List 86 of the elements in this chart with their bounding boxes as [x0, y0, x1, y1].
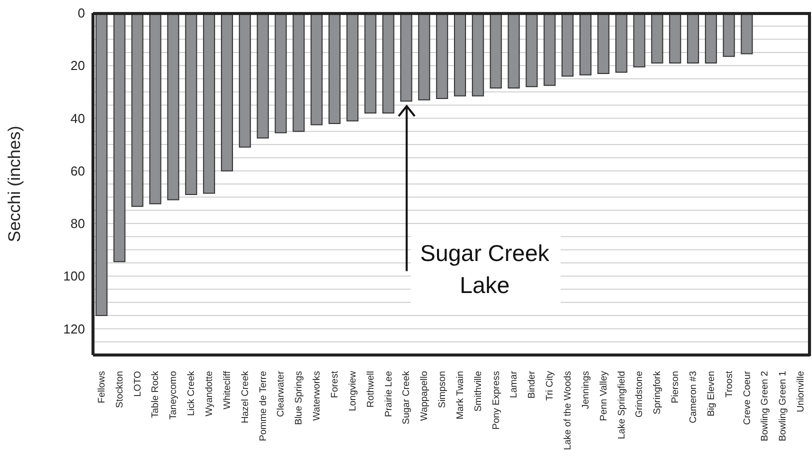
y-tick-label: 60 [70, 163, 85, 178]
x-tick-label: Prairie Lee [383, 371, 394, 417]
bar [292, 13, 305, 132]
x-tick-label: Creve Coeur [742, 371, 753, 425]
x-tick-label: Blue Springs [294, 370, 305, 425]
bar [346, 13, 358, 122]
x-tick-label: LOTO [132, 371, 144, 397]
bar [740, 13, 753, 54]
bar [203, 13, 216, 194]
y-axis-title: Secchi (inches) [5, 126, 24, 242]
x-tick-label: Smithville [472, 371, 484, 412]
y-tick-label: 120 [63, 321, 85, 336]
x-tick-label: Whitecliff [222, 370, 233, 410]
x-tick-label: Mark Twain [454, 371, 466, 420]
bar [544, 13, 556, 86]
x-tick-label: Forest [329, 370, 340, 398]
bar [310, 13, 323, 126]
bar [722, 13, 735, 57]
bar [615, 13, 628, 73]
bar [687, 13, 700, 64]
y-tick-label: 100 [63, 268, 85, 284]
bar [131, 13, 144, 207]
x-tick-label: Wyandotte [204, 371, 216, 416]
bar [651, 13, 664, 64]
bar [364, 13, 376, 114]
x-tick-label: Grindstone [634, 371, 646, 418]
x-tick-label: Table Rock [150, 370, 162, 418]
x-tick-label: Lake of the Woods [562, 370, 574, 450]
x-tick-label: Lick Creek [186, 370, 198, 416]
x-tick-label: Tri City [544, 370, 556, 401]
x-tick-label: Bowling Green 2 [760, 371, 771, 442]
x-tick-label: Waterworks [312, 370, 323, 421]
x-tick-label: Pony Express [490, 370, 502, 430]
y-tick-label: 20 [70, 58, 85, 74]
bar [633, 13, 646, 68]
bar [274, 13, 287, 134]
bar [436, 13, 448, 99]
bar [167, 13, 180, 200]
x-tick-label: Lake Springfield [616, 371, 628, 440]
x-tick-label: Sugar Creek [401, 370, 412, 424]
bar [220, 13, 233, 172]
bar [526, 13, 538, 88]
bar [508, 13, 520, 88]
x-tick-label: Binder [526, 371, 538, 398]
annotation: Sugar Creek Lake [420, 240, 550, 298]
bar [669, 13, 682, 64]
y-tick-label: 80 [70, 216, 85, 232]
bar [96, 13, 108, 316]
bar [113, 13, 126, 262]
x-tick-label: Rothwell [365, 371, 376, 408]
x-tick-label: Unionville [796, 371, 807, 412]
bar [382, 13, 394, 114]
y-tick-label: 0 [78, 6, 85, 21]
bar [256, 13, 269, 138]
x-tick-label: Lamar [508, 371, 520, 398]
x-tick-label: Big Eleven [706, 371, 717, 416]
bar [562, 13, 574, 77]
y-tick-label: 40 [70, 110, 85, 126]
x-tick-label: Pomme de Terre [258, 371, 269, 442]
x-tick-label: Stockton [114, 371, 126, 408]
x-tick-label: Pierson [670, 371, 682, 404]
x-tick-label: Springfork [652, 370, 664, 414]
bar [238, 13, 251, 148]
bar [704, 13, 717, 64]
x-tick-label: Cameron #3 [688, 371, 699, 424]
bar [328, 13, 341, 124]
bar [472, 13, 484, 96]
x-tick-label: Hazel Creek [240, 370, 251, 424]
bar [149, 13, 162, 204]
x-tick-label: Jennings [580, 370, 592, 410]
x-tick-label: Bowling Green 1 [778, 371, 789, 442]
bar [185, 13, 198, 196]
x-tick-label: Penn Valley [598, 370, 610, 421]
bar [597, 13, 610, 74]
x-tick-label: Troost [724, 370, 735, 398]
x-tick-label: Simpson [437, 371, 448, 408]
bar [400, 13, 412, 102]
x-tick-label: Longview [347, 370, 358, 412]
x-tick-label: Fellows [96, 370, 108, 404]
bar [579, 13, 592, 76]
x-tick-label: Taneycomo [168, 371, 180, 420]
bar [454, 13, 466, 96]
bar [490, 13, 502, 88]
bar [418, 13, 430, 100]
x-tick-label: Clearwater [276, 371, 287, 417]
x-tick-label: Wappapello [419, 371, 430, 421]
